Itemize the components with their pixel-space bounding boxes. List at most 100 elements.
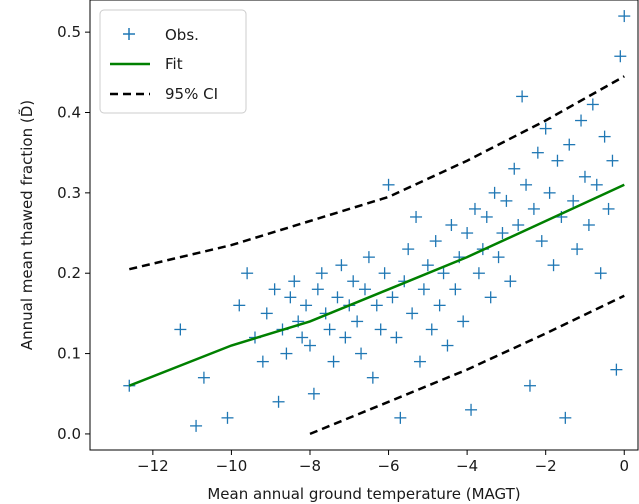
- legend-fit-label: Fit: [165, 55, 183, 73]
- obs-point-73: [516, 90, 529, 103]
- obs-point-39: [382, 178, 395, 191]
- obs-point-60: [465, 403, 478, 416]
- obs-point-28: [339, 331, 352, 344]
- y-tick-label: 0.2: [57, 264, 81, 282]
- obs-point-85: [563, 138, 576, 151]
- obs-point-30: [347, 275, 360, 288]
- obs-point-90: [582, 219, 595, 231]
- obs-point-5: [233, 299, 246, 312]
- obs-point-48: [417, 283, 430, 296]
- obs-point-31: [351, 315, 364, 328]
- obs-point-22: [315, 267, 328, 280]
- obs-point-10: [268, 283, 281, 296]
- x-tick-label: −2: [535, 457, 557, 475]
- obs-point-98: [614, 50, 627, 63]
- obs-point-32: [355, 347, 368, 360]
- obs-point-77: [531, 146, 544, 159]
- obs-point-17: [296, 331, 309, 344]
- obs-point-25: [327, 355, 340, 368]
- legend-obs-marker: [123, 28, 135, 40]
- obs-point-35: [366, 371, 379, 384]
- obs-point-6: [241, 267, 254, 280]
- x-tick-label: −10: [216, 457, 248, 475]
- obs-point-8: [256, 355, 269, 368]
- obs-point-80: [543, 186, 556, 199]
- obs-point-33: [358, 283, 371, 296]
- obs-point-72: [512, 219, 525, 231]
- ci-lower-line: [309, 294, 625, 436]
- obs-point-11: [272, 395, 285, 408]
- obs-point-89: [578, 170, 591, 183]
- obs-point-64: [480, 210, 493, 223]
- x-tick-label: −4: [456, 457, 478, 475]
- obs-point-69: [500, 194, 513, 207]
- obs-point-15: [288, 275, 301, 288]
- x-tick-label: −12: [137, 457, 169, 475]
- obs-point-91: [586, 98, 599, 111]
- obs-point-78: [535, 235, 548, 248]
- obs-point-1: [174, 323, 187, 336]
- obs-point-99: [618, 10, 631, 23]
- obs-point-3: [197, 371, 210, 384]
- obs-point-13: [280, 347, 293, 360]
- x-axis-label: Mean annual ground temperature (MAGT): [207, 485, 520, 503]
- x-tick-label: 0: [619, 457, 629, 475]
- obs-point-67: [492, 251, 505, 264]
- obs-point-2: [190, 419, 203, 432]
- obs-point-76: [527, 202, 540, 215]
- obs-point-56: [449, 283, 462, 296]
- obs-point-34: [362, 251, 375, 264]
- y-axis: 0.0 0.1 0.2 0.3 0.4 0.5: [57, 23, 90, 443]
- obs-point-86: [567, 194, 580, 207]
- obs-point-74: [520, 178, 533, 191]
- x-axis: −12 −10 −8 −6 −4 −2 0: [137, 450, 629, 475]
- obs-point-75: [523, 379, 536, 392]
- x-tick-label: −8: [299, 457, 321, 475]
- obs-point-47: [413, 355, 426, 368]
- obs-point-65: [484, 291, 497, 304]
- legend-obs-label: Obs.: [165, 26, 199, 44]
- legend: Obs. Fit 95% CI: [99, 9, 247, 114]
- y-tick-label: 0.0: [57, 425, 81, 443]
- obs-point-61: [468, 202, 481, 215]
- obs-point-46: [410, 210, 423, 223]
- obs-point-55: [445, 219, 458, 231]
- obs-point-21: [311, 283, 324, 296]
- y-tick-label: 0.1: [57, 345, 81, 363]
- plot-frame: [89, 0, 639, 451]
- obs-point-87: [571, 243, 584, 256]
- obs-point-45: [406, 307, 419, 320]
- y-tick-label: 0.4: [57, 104, 81, 122]
- y-tick-label: 0.5: [57, 23, 81, 41]
- y-tick-label: 0.3: [57, 184, 81, 202]
- obs-point-41: [390, 331, 403, 344]
- obs-point-4: [221, 411, 234, 424]
- legend-box: [99, 9, 247, 114]
- ci-upper-line: [129, 75, 625, 271]
- obs-point-50: [425, 323, 438, 336]
- obs-point-93: [594, 267, 607, 280]
- obs-point-18: [300, 299, 313, 312]
- obs-point-62: [472, 267, 485, 280]
- obs-point-95: [602, 202, 615, 215]
- obs-point-94: [598, 130, 611, 143]
- obs-point-66: [488, 186, 501, 199]
- x-tick-label: −6: [377, 457, 399, 475]
- obs-point-52: [433, 299, 446, 312]
- obs-point-51: [429, 235, 442, 248]
- obs-point-82: [551, 154, 564, 167]
- obs-point-0: [123, 379, 136, 392]
- obs-point-14: [284, 291, 297, 304]
- obs-point-40: [386, 291, 399, 304]
- fit-line: [128, 183, 625, 387]
- obs-point-59: [461, 227, 474, 240]
- obs-point-44: [402, 243, 415, 256]
- obs-point-81: [547, 259, 560, 272]
- obs-point-84: [559, 411, 572, 424]
- obs-point-38: [378, 267, 391, 280]
- obs-point-37: [374, 323, 387, 336]
- obs-point-20: [307, 387, 320, 400]
- obs-point-97: [610, 363, 623, 376]
- obs-point-19: [303, 339, 316, 352]
